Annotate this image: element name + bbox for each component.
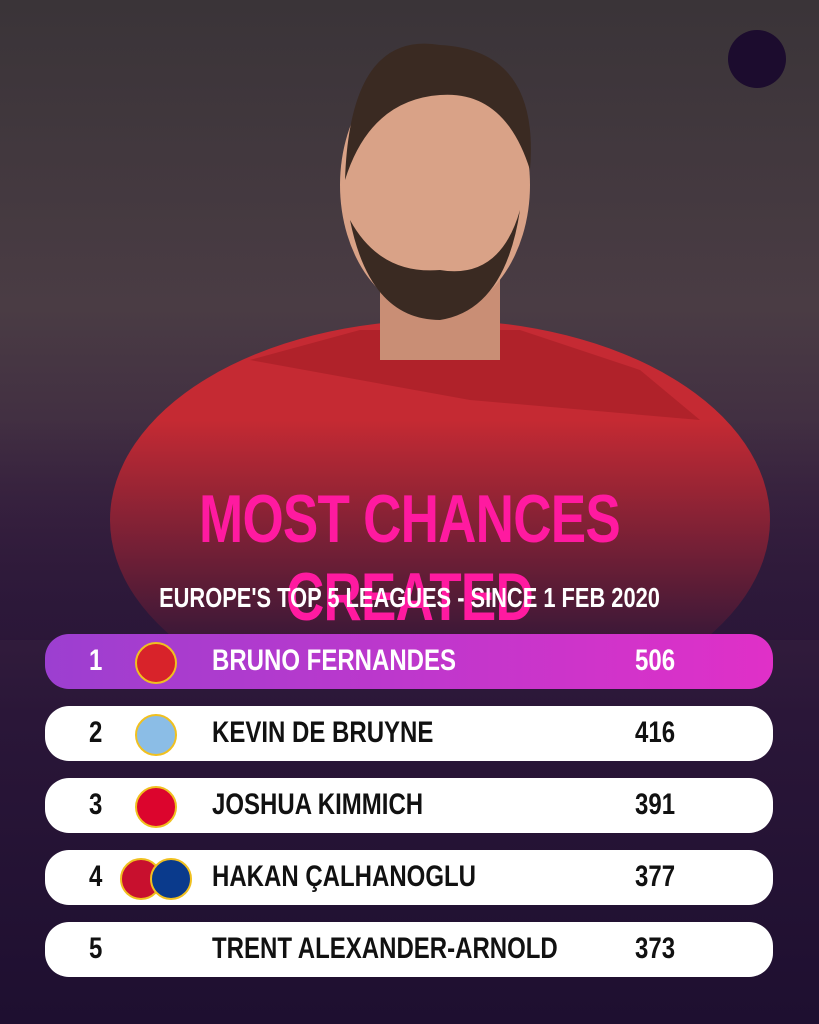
rank: 3 — [89, 788, 103, 821]
subtitle: EUROPE'S TOP 5 LEAGUES - SINCE 1 FEB 202… — [159, 582, 660, 613]
player-name: BRUNO FERNANDES — [212, 644, 457, 677]
club-crest — [135, 930, 177, 972]
rank: 1 — [89, 644, 103, 677]
table-row: 2 KEVIN DE BRUYNE 416 — [45, 706, 773, 761]
chances-value: 416 — [635, 716, 676, 749]
chances-value: 506 — [635, 644, 676, 677]
face — [340, 55, 530, 315]
club-crest — [135, 786, 177, 828]
player-name: JOSHUA KIMMICH — [212, 788, 424, 821]
table-row: 1 BRUNO FERNANDES 506 — [45, 634, 773, 689]
player-photo — [0, 43, 819, 640]
rank: 2 — [89, 716, 103, 749]
rank: 4 — [89, 860, 103, 893]
chances-value: 391 — [635, 788, 676, 821]
chances-value: 373 — [635, 932, 676, 965]
club-crest — [135, 714, 177, 756]
beard — [350, 210, 520, 320]
table-row: 4 HAKAN ÇALHANOGLU 377 — [45, 850, 773, 905]
brand-logo — [728, 30, 786, 88]
player-name: KEVIN DE BRUYNE — [212, 716, 434, 749]
table-row: 3 JOSHUA KIMMICH 391 — [45, 778, 773, 833]
club-crest — [150, 858, 192, 900]
player-name: HAKAN ÇALHANOGLU — [212, 860, 476, 893]
rank: 5 — [89, 932, 103, 965]
hair — [345, 43, 531, 180]
shoulders — [250, 330, 700, 420]
table-row: 5 TRENT ALEXANDER-ARNOLD 373 — [45, 922, 773, 977]
title: MOST CHANCES CREATED — [199, 481, 621, 635]
club-crest — [135, 642, 177, 684]
fade — [0, 420, 819, 640]
chances-value: 377 — [635, 860, 676, 893]
player-name: TRENT ALEXANDER-ARNOLD — [212, 932, 558, 965]
